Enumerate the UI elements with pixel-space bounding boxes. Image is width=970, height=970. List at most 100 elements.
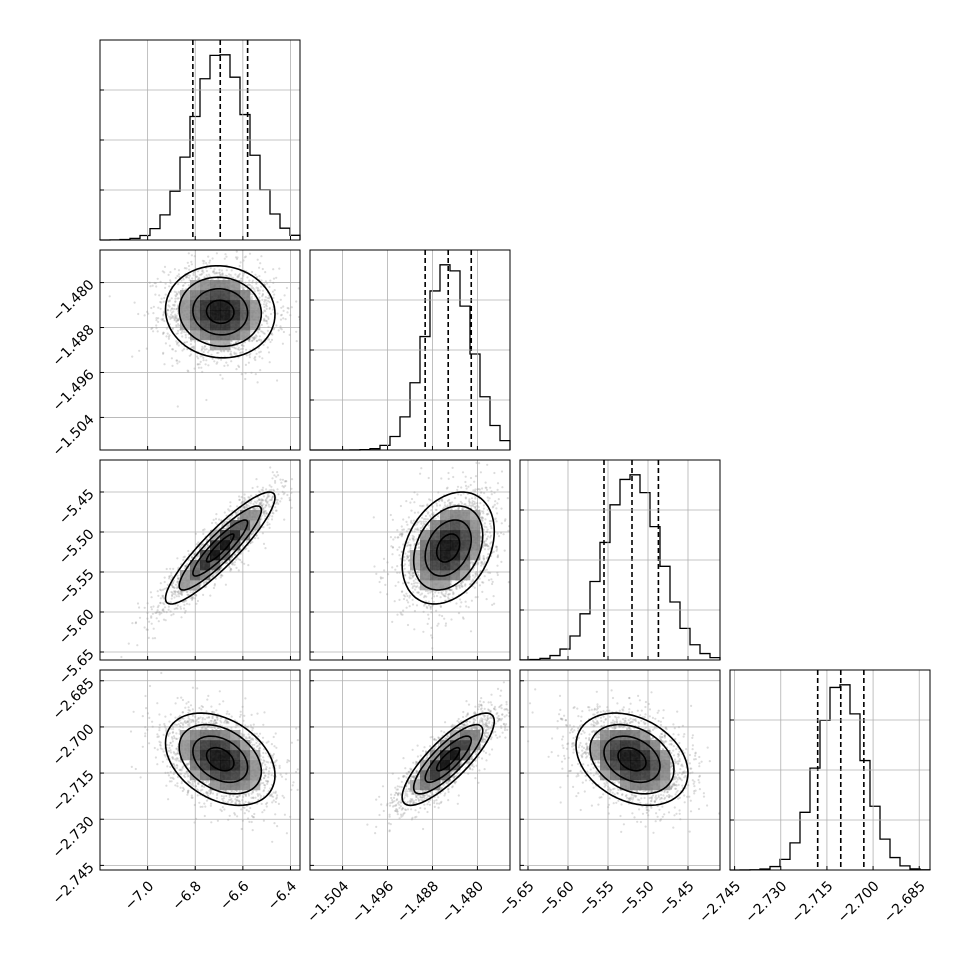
scatter-point — [174, 295, 178, 298]
scatter-point — [225, 361, 228, 364]
scatter-point — [237, 346, 240, 349]
scatter-point — [190, 346, 193, 349]
scatter-point — [410, 509, 413, 512]
scatter-point — [252, 532, 255, 535]
scatter-point — [176, 319, 179, 322]
scatter-point — [201, 345, 204, 348]
scatter-point — [279, 298, 282, 301]
scatter-point — [179, 591, 183, 594]
scatter-point — [411, 598, 414, 602]
scatter-point — [263, 309, 266, 312]
scatter-point — [244, 255, 247, 258]
scatter-point — [204, 545, 207, 548]
scatter-point — [290, 478, 294, 481]
scatter-point — [201, 259, 204, 262]
scatter-point — [148, 281, 151, 284]
density-cell — [210, 290, 221, 301]
scatter-point — [243, 562, 246, 565]
scatter-point — [230, 340, 233, 343]
scatter-point — [166, 312, 169, 315]
scatter-point — [473, 480, 476, 483]
scatter-point — [176, 274, 179, 278]
scatter-point — [496, 548, 499, 551]
scatter-point — [160, 297, 163, 300]
scatter-point — [260, 340, 263, 343]
scatter-point — [175, 340, 178, 343]
scatter-point — [168, 285, 171, 288]
density-cell — [180, 580, 191, 591]
scatter-point — [198, 545, 201, 548]
scatter-panel-2-0 — [99, 459, 301, 661]
scatter-point — [249, 541, 252, 545]
scatter-point — [265, 500, 268, 504]
scatter-point — [224, 274, 227, 277]
scatter-point — [266, 322, 269, 325]
scatter-point — [236, 276, 239, 279]
scatter-point — [202, 356, 205, 359]
scatter-point — [193, 340, 196, 343]
scatter-point — [182, 348, 186, 351]
scatter-point — [276, 301, 279, 304]
scatter-point — [163, 319, 166, 323]
scatter-point — [478, 462, 481, 465]
scatter-point — [152, 312, 155, 315]
scatter-point — [476, 563, 479, 566]
scatter-point — [491, 603, 494, 607]
scatter-point — [150, 615, 153, 618]
scatter-point — [250, 285, 253, 288]
density-cell — [200, 570, 211, 581]
scatter-point — [199, 360, 202, 363]
scatter-point — [490, 578, 493, 581]
scatter-point — [176, 405, 179, 408]
scatter-point — [180, 616, 183, 619]
scatter-point — [261, 504, 264, 507]
scatter-point — [202, 347, 205, 350]
scatter-point — [247, 361, 250, 364]
scatter-point — [155, 317, 158, 320]
scatter-point — [205, 348, 208, 351]
scatter-point — [248, 252, 252, 255]
scatter-point — [186, 593, 189, 596]
scatter-point — [169, 610, 172, 613]
scatter-point — [246, 504, 250, 507]
scatter-point — [205, 262, 208, 265]
scatter-point — [157, 317, 160, 320]
scatter-point — [223, 350, 226, 353]
scatter-point — [174, 590, 177, 593]
scatter-point — [200, 272, 203, 276]
scatter-point — [251, 541, 254, 544]
scatter-point — [260, 285, 263, 288]
scatter-point — [192, 596, 195, 599]
scatter-point — [152, 605, 155, 608]
scatter-point — [180, 593, 184, 597]
scatter-point — [427, 617, 430, 620]
scatter-point — [177, 319, 180, 322]
scatter-point — [215, 271, 218, 274]
scatter-point — [297, 287, 300, 290]
scatter-point — [400, 613, 403, 616]
scatter-point — [173, 303, 176, 306]
scatter-point — [265, 299, 268, 302]
scatter-point — [260, 501, 263, 504]
scatter-point — [279, 327, 282, 330]
scatter-point — [224, 253, 227, 256]
scatter-point — [229, 505, 232, 508]
scatter-point — [160, 589, 163, 592]
scatter-point — [260, 505, 264, 508]
scatter-point — [236, 505, 239, 508]
scatter-point — [265, 305, 268, 308]
scatter-point — [403, 595, 407, 598]
scatter-point — [164, 342, 167, 345]
scatter-point — [237, 274, 240, 277]
scatter-point — [241, 277, 244, 280]
scatter-point — [430, 611, 433, 614]
scatter-point — [175, 314, 178, 318]
scatter-point — [151, 326, 154, 330]
scatter-point — [198, 363, 201, 366]
scatter-point — [150, 596, 153, 599]
scatter-point — [225, 514, 228, 517]
scatter-point — [212, 270, 215, 273]
scatter-point — [290, 487, 293, 490]
density-cell — [240, 530, 251, 541]
density-cell — [230, 320, 241, 331]
